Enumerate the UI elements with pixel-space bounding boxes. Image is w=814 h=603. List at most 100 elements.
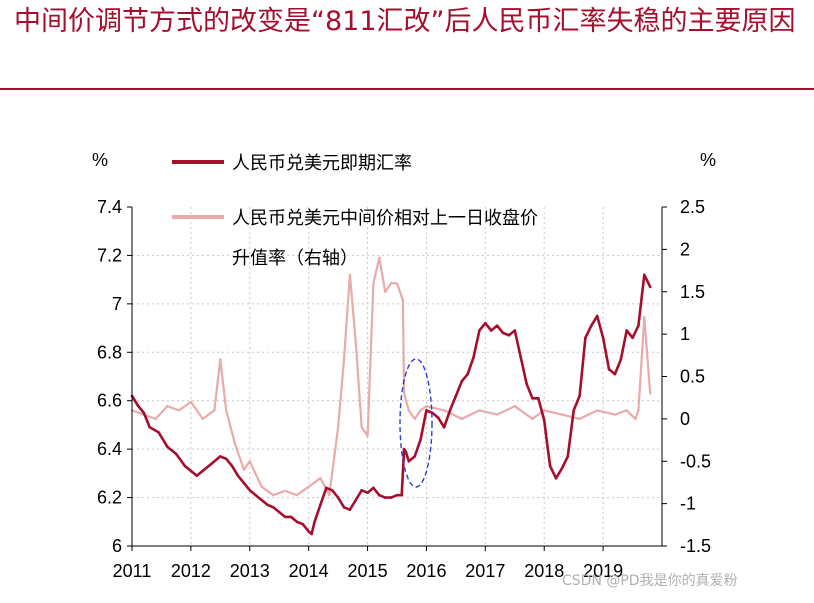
x-tick-label: 2016 xyxy=(406,561,446,581)
fix-rate-point xyxy=(177,409,181,412)
spot-rate-point xyxy=(531,397,534,400)
fix-rate-point xyxy=(625,409,628,412)
left-tick-label: 7 xyxy=(112,294,122,314)
fix-rate-point xyxy=(513,405,516,408)
left-axis-unit: % xyxy=(92,150,108,170)
spot-rate-point xyxy=(501,331,505,335)
fix-rate-point xyxy=(560,413,564,416)
spot-rate-point xyxy=(378,493,381,497)
fix-rate-point xyxy=(460,417,463,421)
spot-rate-point xyxy=(319,503,322,507)
spot-rate-point xyxy=(336,496,340,499)
legend-spot-label: 人民币兑美元即期汇率 xyxy=(232,153,412,174)
spot-rate-point xyxy=(625,329,628,332)
right-tick-label: 0.5 xyxy=(680,367,705,387)
spot-rate-point xyxy=(607,367,611,371)
right-tick-label: 1 xyxy=(680,324,690,344)
spot-rate-point xyxy=(402,447,406,451)
spot-rate-point xyxy=(313,520,316,524)
spot-rate-point xyxy=(201,469,204,473)
fix-rate-point xyxy=(649,392,652,395)
spot-rate-point xyxy=(542,418,546,422)
spot-rate-point xyxy=(519,355,522,359)
spot-rate-point xyxy=(419,438,422,441)
highlight-ellipse xyxy=(399,358,433,488)
fix-rate-point xyxy=(413,417,416,421)
spot-rate-point xyxy=(601,336,605,340)
spot-rate-point xyxy=(454,394,458,398)
spot-rate-point xyxy=(236,474,240,478)
watermark: CSDN @PD我是你的真爱粉 xyxy=(562,573,738,589)
x-tick-label: 2017 xyxy=(465,561,505,581)
spot-rate-point xyxy=(448,409,452,412)
spot-rate-point xyxy=(400,493,404,497)
spot-rate-point xyxy=(260,498,263,502)
fix-rate-point xyxy=(402,392,406,395)
spot-rate-point xyxy=(366,491,369,495)
fix-rate-point xyxy=(634,417,637,421)
fix-rate-point xyxy=(478,409,481,412)
fix-rate-point xyxy=(201,417,204,421)
spot-rate-point xyxy=(537,397,540,400)
spot-rate-point xyxy=(142,411,146,415)
fix-rate-point xyxy=(372,282,375,285)
spot-rate-point xyxy=(560,467,564,470)
spot-rate-point xyxy=(360,489,364,492)
spot-rate-point xyxy=(578,394,581,398)
spot-rate-point xyxy=(472,355,475,359)
x-tick-label: 2019 xyxy=(583,561,623,581)
left-tick-label: 6.4 xyxy=(97,439,122,459)
title-divider xyxy=(0,88,814,90)
fix-rate-point xyxy=(260,485,263,488)
left-tick-label: 6.2 xyxy=(97,488,122,508)
x-tick-label: 2015 xyxy=(348,561,388,581)
spot-rate-point xyxy=(342,506,346,509)
right-tick-label: 2.5 xyxy=(680,197,705,217)
x-tick-label: 2014 xyxy=(289,561,329,581)
left-tick-label: 7.2 xyxy=(97,245,122,265)
spot-rate-point xyxy=(272,506,275,509)
legend-fix-label-line2: 升值率（右轴） xyxy=(232,248,358,269)
fix-rate-point xyxy=(166,405,169,408)
fix-rate-point xyxy=(154,417,157,421)
x-tick-label: 2012 xyxy=(171,561,211,581)
fix-rate-point xyxy=(225,409,228,412)
spot-rate-point xyxy=(289,515,293,519)
spot-rate-point xyxy=(495,324,499,328)
fix-rate-point xyxy=(328,493,331,497)
spot-rate-point xyxy=(584,336,587,340)
fix-rate-point xyxy=(578,417,581,421)
legend-fix-label-line1: 人民币兑美元中间价相对上一日收盘价 xyxy=(232,208,538,229)
spot-rate-point xyxy=(283,515,287,519)
series-spot-rate-line xyxy=(130,273,652,536)
spot-rate-point xyxy=(595,314,599,318)
fix-rate-point xyxy=(596,409,599,412)
fix-rate-point xyxy=(342,358,346,361)
spot-rate-point xyxy=(248,489,252,492)
fix-rate-point xyxy=(319,477,322,480)
spot-rate-point xyxy=(619,358,623,361)
spot-rate-point xyxy=(590,324,593,328)
spot-rate-point xyxy=(566,455,570,458)
fix-rate-point xyxy=(543,409,546,412)
spot-rate-point xyxy=(648,285,652,289)
spot-rate-point xyxy=(310,532,313,536)
spot-rate-point xyxy=(148,426,151,429)
spot-rate-point xyxy=(183,464,187,468)
spot-rate-point xyxy=(383,496,387,499)
left-tick-label: 6.6 xyxy=(97,391,122,411)
fix-rate-point xyxy=(407,409,410,412)
spot-rate-point xyxy=(525,382,528,386)
fix-rate-point xyxy=(272,493,275,497)
spot-rate-point xyxy=(489,329,493,332)
right-tick-label: 2 xyxy=(680,239,690,259)
right-tick-label: 0 xyxy=(680,409,690,429)
spot-rate-point xyxy=(637,324,640,328)
spot-rate-point xyxy=(266,503,269,507)
fix-rate-point xyxy=(336,426,340,429)
fix-rate-point xyxy=(213,409,216,412)
spot-rate-point xyxy=(478,329,481,332)
fix-rate-point xyxy=(307,485,310,488)
fix-rate-point xyxy=(495,413,499,416)
spot-rate-point xyxy=(484,321,487,325)
